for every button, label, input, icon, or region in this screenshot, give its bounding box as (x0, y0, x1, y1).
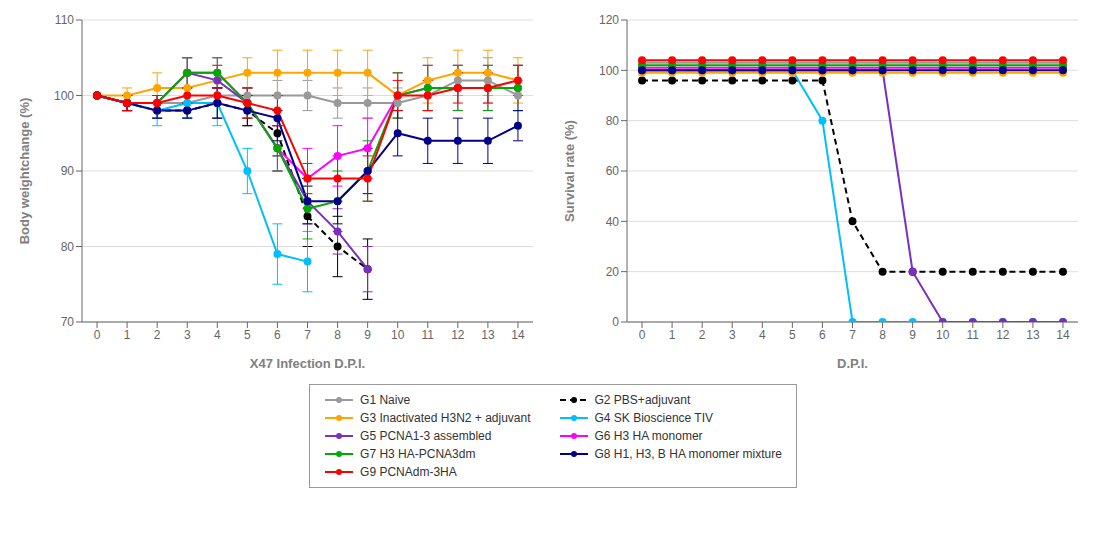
svg-text:80: 80 (61, 240, 75, 254)
svg-text:9: 9 (909, 328, 916, 342)
svg-text:12: 12 (451, 328, 465, 342)
html-text:G2 PBS+adjuvant: G2 PBS+adjuvant (594, 393, 691, 407)
svg-text:4: 4 (759, 328, 766, 342)
html-text:G5 PCNA1-3 assembled: G5 PCNA1-3 assembled (360, 429, 492, 443)
svg-text:X47 Infection D.P.I.: X47 Infection D.P.I. (250, 356, 365, 371)
svg-text:6: 6 (274, 328, 281, 342)
svg-text:0: 0 (612, 315, 619, 329)
svg-text:4: 4 (214, 328, 221, 342)
svg-text:5: 5 (789, 328, 796, 342)
svg-text:8: 8 (334, 328, 341, 342)
svg-text:D.P.I.: D.P.I. (837, 356, 868, 371)
svg-text:11: 11 (422, 328, 435, 342)
html-text:G4 SK Bioscience TIV: G4 SK Bioscience TIV (594, 411, 713, 425)
svg-text:9: 9 (364, 328, 371, 342)
html-text:G7 H3 HA-PCNA3dm: G7 H3 HA-PCNA3dm (360, 447, 476, 461)
svg-text:12: 12 (996, 328, 1010, 342)
svg-text:10: 10 (936, 328, 950, 342)
svg-text:5: 5 (244, 328, 251, 342)
svg-text:2: 2 (699, 328, 706, 342)
svg-text:80: 80 (606, 114, 620, 128)
svg-text:1: 1 (124, 328, 131, 342)
svg-text:10: 10 (391, 328, 405, 342)
html-text:G9 PCNAdm-3HA: G9 PCNAdm-3HA (360, 465, 457, 479)
svg-text:6: 6 (819, 328, 826, 342)
svg-text:60: 60 (606, 164, 620, 178)
svg-text:120: 120 (599, 13, 619, 27)
svg-text:40: 40 (606, 215, 620, 229)
svg-text:14: 14 (511, 328, 525, 342)
svg-text:3: 3 (184, 328, 191, 342)
html-text:G3 Inactivated H3N2 + adjuvant: G3 Inactivated H3N2 + adjuvant (360, 411, 531, 425)
svg-text:13: 13 (1026, 328, 1040, 342)
svg-text:110: 110 (55, 13, 74, 27)
svg-text:Survival rate (%): Survival rate (%) (562, 120, 577, 222)
svg-text:20: 20 (606, 265, 620, 279)
html-text:G6 H3 HA monomer: G6 H3 HA monomer (594, 429, 703, 443)
svg-text:7: 7 (849, 328, 856, 342)
html-text:G1 Naive: G1 Naive (360, 393, 411, 407)
svg-text:11: 11 (967, 328, 980, 342)
html-text:G8 H1, H3, B HA monomer mixtur: G8 H1, H3, B HA monomer mixture (594, 447, 782, 461)
svg-text:100: 100 (54, 89, 74, 103)
svg-text:8: 8 (879, 328, 886, 342)
svg-text:7: 7 (304, 328, 311, 342)
svg-text:Body weightchange (%): Body weightchange (%) (17, 98, 32, 245)
svg-text:14: 14 (1056, 328, 1070, 342)
svg-text:100: 100 (599, 64, 619, 78)
svg-text:2: 2 (154, 328, 161, 342)
svg-text:70: 70 (61, 315, 75, 329)
svg-text:90: 90 (61, 164, 75, 178)
svg-text:3: 3 (729, 328, 736, 342)
svg-text:13: 13 (481, 328, 495, 342)
svg-text:0: 0 (94, 328, 101, 342)
svg-text:1: 1 (669, 328, 676, 342)
svg-text:0: 0 (639, 328, 646, 342)
